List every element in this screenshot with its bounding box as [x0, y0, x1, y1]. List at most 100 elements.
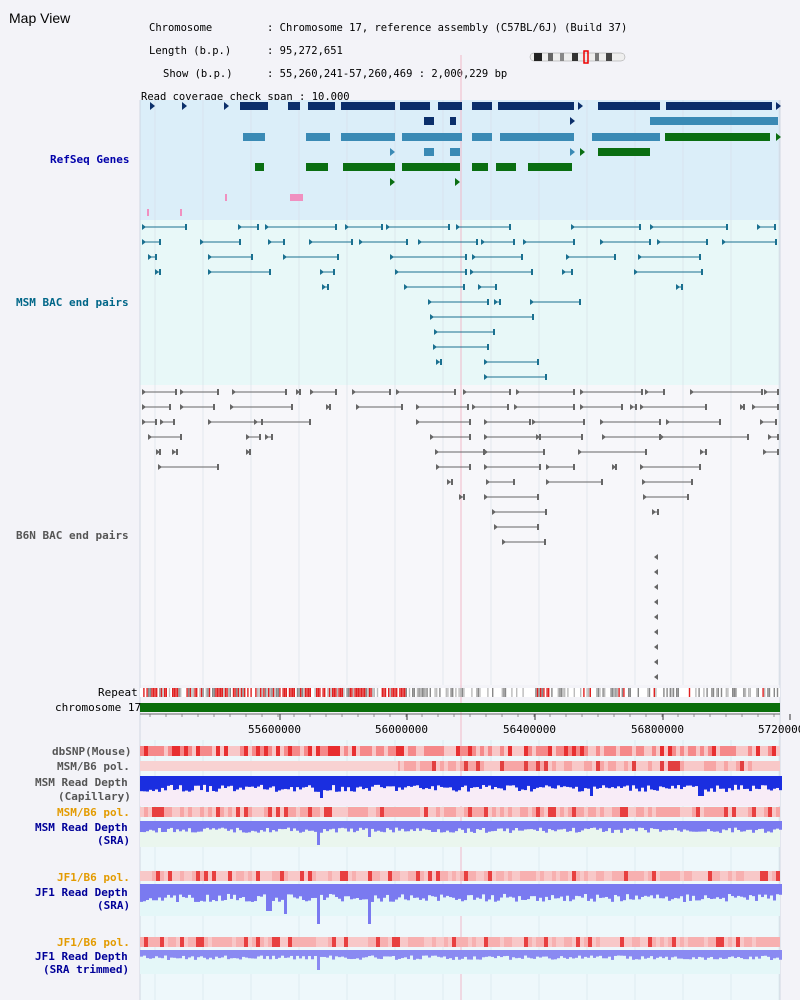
- depth-bar: [572, 821, 575, 828]
- b6n-bac-pair-end: [705, 404, 707, 410]
- repeat-element: [586, 688, 588, 697]
- pol-cell: [592, 937, 596, 947]
- depth-bar: [200, 884, 203, 901]
- repeat-element: [743, 688, 745, 697]
- pol-cell: [288, 871, 292, 881]
- depth-bar: [476, 776, 479, 788]
- pol-cell: [432, 746, 436, 756]
- repeat-element: [292, 688, 294, 697]
- depth-bar: [746, 821, 749, 830]
- depth-bar: [392, 884, 395, 902]
- pol-cell: [256, 807, 260, 817]
- pol-cell: [524, 761, 528, 771]
- pol-cell: [728, 761, 732, 771]
- depth-bar: [410, 950, 413, 956]
- depth-bar: [227, 776, 230, 787]
- pol-cell: [624, 761, 628, 771]
- depth-bar: [380, 884, 383, 902]
- depth-bar: [284, 950, 287, 958]
- depth-bar: [644, 776, 647, 792]
- repeat-element: [767, 688, 769, 697]
- depth-bar: [485, 821, 488, 833]
- b6n-bac-pair-end: [539, 464, 541, 470]
- depth-bar: [710, 821, 713, 832]
- b6n-bac-pair-end: [469, 419, 471, 425]
- pol-cell: [676, 937, 680, 947]
- depth-bar: [416, 884, 419, 898]
- pol-cell: [652, 761, 656, 771]
- depth-bar: [227, 821, 230, 831]
- depth-bar: [773, 884, 776, 901]
- pol-cell: [504, 807, 508, 817]
- b6n-bac-pair-end: [484, 419, 488, 425]
- depth-bar: [503, 884, 506, 894]
- repeat-element: [349, 688, 351, 697]
- depth-bar: [224, 821, 227, 829]
- pol-cell: [660, 761, 664, 771]
- depth-bar: [398, 884, 401, 898]
- msm-bac-pair-end: [159, 239, 161, 245]
- pol-cell: [672, 807, 676, 817]
- msm-bac-pair-end: [436, 359, 440, 365]
- repeat-track[interactable]: [140, 688, 780, 697]
- variation-tracks[interactable]: [140, 746, 782, 974]
- msm-bac-track[interactable]: [142, 224, 777, 380]
- region-info: Chromosome: Chromosome 17, reference ass…: [141, 11, 627, 115]
- depth-bar: [521, 776, 524, 790]
- msm-bac-pair-end: [523, 239, 527, 245]
- chromosome-bar[interactable]: [140, 703, 780, 712]
- pol-cell: [496, 871, 500, 881]
- pol-cell: [732, 761, 736, 771]
- repeat-element: [487, 688, 489, 697]
- refseq-genes-track[interactable]: [147, 102, 781, 216]
- pol-cell: [664, 761, 668, 771]
- pol-cell: [304, 937, 308, 947]
- gene-exon-block: [500, 133, 574, 141]
- repeat-element: [671, 688, 673, 697]
- pol-cell: [268, 871, 272, 881]
- b6n-bac-pair-end: [645, 389, 649, 395]
- pol-cell: [592, 746, 596, 756]
- depth-bar: [482, 776, 485, 786]
- pol-cell: [208, 807, 212, 817]
- depth-bar: [746, 950, 749, 960]
- depth-bar: [668, 776, 671, 789]
- pol-cell: [180, 937, 184, 947]
- depth-bar: [665, 950, 668, 957]
- b6n-bac-track[interactable]: [142, 389, 779, 680]
- repeat-element: [551, 688, 553, 697]
- depth-bar: [377, 950, 380, 959]
- repeat-element: [264, 688, 267, 697]
- chromosome-ideogram[interactable]: [529, 50, 626, 64]
- depth-bar: [347, 776, 350, 788]
- depth-bar: [395, 950, 398, 960]
- b6n-bac-pair-end: [259, 434, 261, 440]
- coverage-label: Read coverage check span: [141, 90, 293, 103]
- repeat-element: [776, 688, 779, 697]
- pol-cell: [332, 807, 336, 817]
- depth-bar: [308, 884, 311, 901]
- pol-cell: [420, 871, 424, 881]
- depth-bar: [737, 776, 740, 790]
- depth-bar: [152, 821, 155, 831]
- depth-bar: [341, 821, 344, 828]
- pol-cell: [520, 937, 524, 947]
- repeat-element: [367, 688, 369, 697]
- pol-cell: [676, 746, 680, 756]
- depth-bar: [767, 776, 770, 790]
- pol-cell: [740, 807, 744, 817]
- repeat-element: [296, 688, 299, 697]
- repeat-element: [316, 688, 318, 697]
- depth-bar: [374, 950, 377, 958]
- depth-bar: [548, 950, 551, 959]
- depth-bar: [749, 776, 752, 792]
- depth-bar: [593, 950, 596, 958]
- depth-bar: [410, 884, 413, 896]
- depth-bar: [251, 884, 254, 902]
- gene-exon-block: [255, 163, 264, 171]
- pol-cell: [772, 937, 776, 947]
- depth-bar: [281, 884, 284, 900]
- depth-bar: [632, 821, 635, 829]
- pol-cell: [484, 937, 488, 947]
